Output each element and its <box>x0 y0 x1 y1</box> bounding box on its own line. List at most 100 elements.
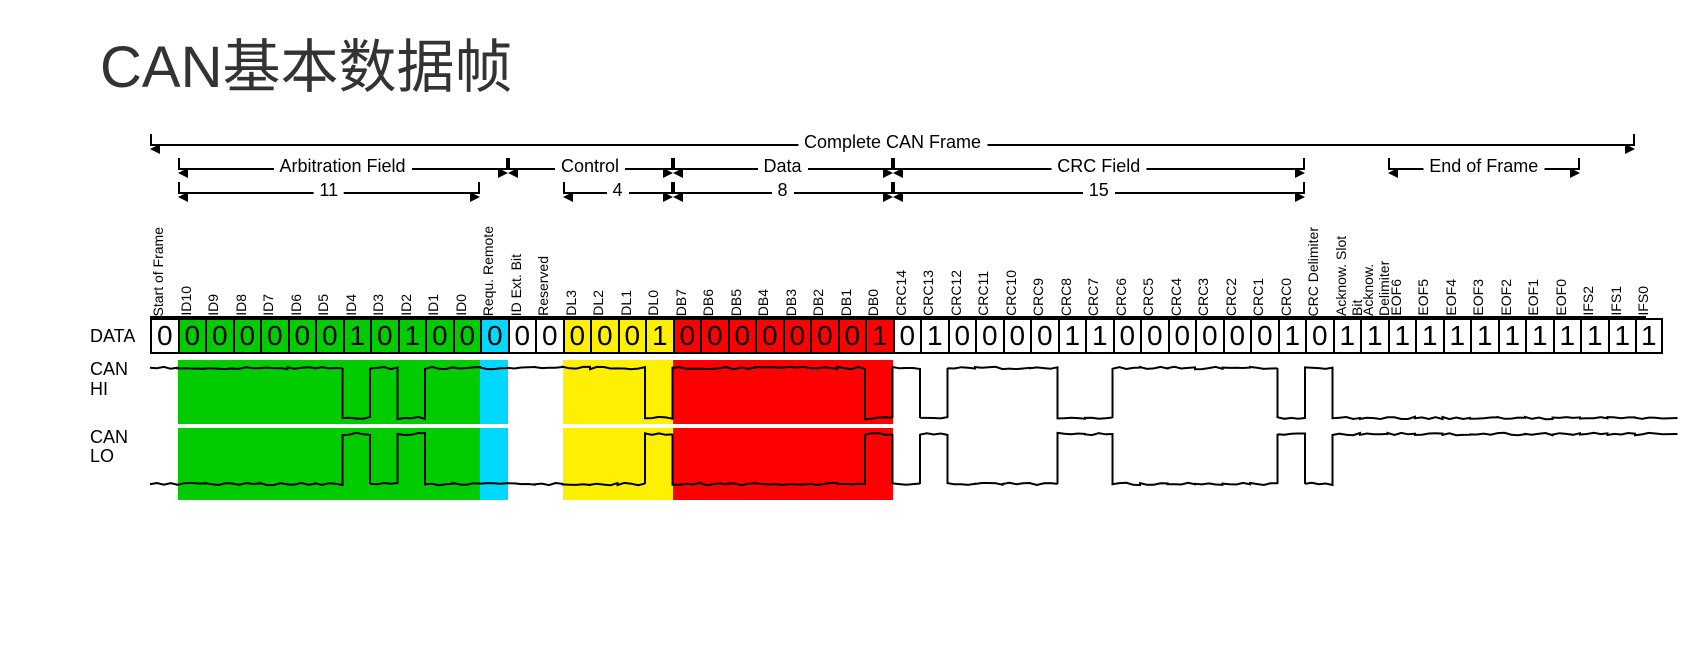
bracket: 8 <box>673 192 893 212</box>
waveform <box>150 360 1646 500</box>
bit-cell: 0 <box>1168 318 1196 354</box>
bits-row: 0000000101000000001000000010100001100000… <box>150 318 1663 354</box>
bit-label: DL3 <box>563 288 591 316</box>
bit-cell: 0 <box>783 318 811 354</box>
bit-cell: 0 <box>508 318 536 354</box>
bit-cell: 0 <box>535 318 563 354</box>
bit-cell: 0 <box>260 318 288 354</box>
bit-cell: 1 <box>1333 318 1361 354</box>
bit-cell: 1 <box>1608 318 1636 354</box>
bit-cell: 0 <box>700 318 728 354</box>
bit-cell: 1 <box>1498 318 1526 354</box>
bit-cell: 1 <box>920 318 948 354</box>
bit-label: DB2 <box>810 287 838 316</box>
bit-label: CRC Delimiter <box>1305 225 1333 316</box>
bit-label: CRC11 <box>975 269 1003 316</box>
bit-cell: 0 <box>1113 318 1141 354</box>
bracket: 4 <box>563 192 673 212</box>
bit-cell: 0 <box>1305 318 1333 354</box>
bracket: Control <box>508 168 673 188</box>
bit-label: CRC8 <box>1058 276 1086 316</box>
bit-cell: 0 <box>425 318 453 354</box>
bit-label: DL0 <box>645 288 673 316</box>
bit-label: DB5 <box>728 287 756 316</box>
bit-label: DB6 <box>700 287 728 316</box>
bit-cell: 1 <box>1278 318 1306 354</box>
bit-label: IFS1 <box>1608 284 1636 316</box>
bit-label: EOF1 <box>1525 277 1553 316</box>
waveform-area: CANHI CANLO <box>90 360 1646 500</box>
bit-cell: 0 <box>178 318 206 354</box>
bit-label: ID3 <box>370 292 398 316</box>
bit-cell: 0 <box>1195 318 1223 354</box>
bit-cell: 1 <box>865 318 893 354</box>
bit-label: EOF5 <box>1415 277 1443 316</box>
bit-cell: 0 <box>810 318 838 354</box>
bit-cell: 0 <box>288 318 316 354</box>
can-lo-trace <box>150 433 1678 485</box>
bit-cell: 0 <box>370 318 398 354</box>
can-frame-diagram: Complete CAN Frame Arbitration FieldCont… <box>90 144 1646 500</box>
bit-label: CRC9 <box>1030 276 1058 316</box>
bit-cell: 0 <box>948 318 976 354</box>
bit-cell: 1 <box>1635 318 1663 354</box>
bit-cell: 0 <box>728 318 756 354</box>
bit-cell: 1 <box>1525 318 1553 354</box>
bracket: 11 <box>178 192 481 212</box>
bit-cell: 0 <box>673 318 701 354</box>
bit-cell: 1 <box>1058 318 1086 354</box>
bit-cell: 0 <box>1223 318 1251 354</box>
bit-label: CRC7 <box>1085 276 1113 316</box>
bit-cell: 0 <box>975 318 1003 354</box>
bit-label: IFS2 <box>1580 284 1608 316</box>
bit-cell: 0 <box>1140 318 1168 354</box>
bracket-label: 8 <box>771 180 793 201</box>
can-lo-label: CANLO <box>90 428 150 468</box>
bracket-label: End of Frame <box>1423 156 1544 177</box>
bit-label: Start of Frame <box>150 225 178 316</box>
bit-label: DL1 <box>618 288 646 316</box>
bit-cell: 0 <box>1250 318 1278 354</box>
bit-cell: 0 <box>453 318 481 354</box>
bit-cell: 0 <box>1003 318 1031 354</box>
bit-cell: 1 <box>398 318 426 354</box>
bit-label: EOF3 <box>1470 277 1498 316</box>
bit-label: EOF2 <box>1498 277 1526 316</box>
bit-cell: 1 <box>1553 318 1581 354</box>
bit-cell: 0 <box>618 318 646 354</box>
bit-cell: 0 <box>590 318 618 354</box>
bit-cell: 1 <box>343 318 371 354</box>
bit-cell: 1 <box>645 318 673 354</box>
bracket-label: 11 <box>313 180 344 201</box>
bit-label: DB0 <box>865 287 893 316</box>
bracket-label: Data <box>757 156 807 177</box>
bracket: 15 <box>893 192 1306 212</box>
bracket-label: CRC Field <box>1051 156 1146 177</box>
bit-label: CRC2 <box>1223 276 1251 316</box>
bit-label: ID8 <box>233 292 261 316</box>
bit-cell: 1 <box>1470 318 1498 354</box>
bracket-label: Control <box>555 156 625 177</box>
bit-label: CRC3 <box>1195 276 1223 316</box>
bit-cell: 0 <box>838 318 866 354</box>
bit-label: Acknow. Delimiter <box>1360 216 1388 316</box>
bit-cell: 0 <box>755 318 783 354</box>
bit-cell: 0 <box>1030 318 1058 354</box>
bit-cell: 1 <box>1085 318 1113 354</box>
bit-label: ID Ext. Bit <box>508 252 536 316</box>
bit-label: Reserved <box>535 254 563 316</box>
bit-label: ID2 <box>398 292 426 316</box>
bit-label: CRC0 <box>1278 276 1306 316</box>
bit-label: EOF6 <box>1388 277 1416 316</box>
bit-cell: 1 <box>1443 318 1471 354</box>
bit-label: DB7 <box>673 287 701 316</box>
bit-label: DB4 <box>755 287 783 316</box>
bit-cell: 0 <box>205 318 233 354</box>
bit-label: CRC6 <box>1113 276 1141 316</box>
bit-label: ID1 <box>425 292 453 316</box>
bit-cell: 1 <box>1415 318 1443 354</box>
bit-label: ID9 <box>205 292 233 316</box>
bit-label: ID0 <box>453 292 481 316</box>
bit-label: Requ. Remote <box>480 224 508 316</box>
bit-cell: 0 <box>150 318 178 354</box>
